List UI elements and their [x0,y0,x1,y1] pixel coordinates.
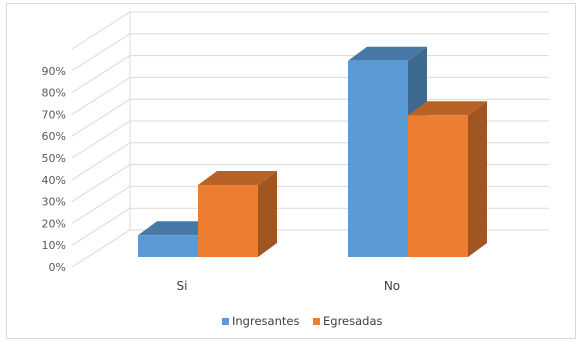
bar-egresadas-si [198,171,277,257]
bar-front [138,235,198,257]
y-tick-label: 70% [42,108,66,121]
x-category-label: No [384,279,400,293]
bar-top [348,46,427,61]
y-axis-ticks: 0% 10% 20% 30% 40% 50% 60% 70% 80% 90% [42,65,66,274]
bar-side [468,101,487,257]
bar-side [258,171,277,257]
gridline [71,33,549,72]
bar-top [198,171,277,186]
y-tick-label: 80% [42,87,66,100]
legend-item: Ingresantes [222,314,299,328]
y-tick-label: 90% [42,65,66,78]
bar-top [138,221,217,236]
y-tick-label: 10% [42,239,66,252]
legend-label: Egresadas [323,314,383,328]
legend-item: Egresadas [313,314,383,328]
bar-front [408,115,468,257]
legend-swatch [313,318,320,325]
bar-front [198,185,258,257]
x-category-label: Si [177,279,188,293]
bar-front [348,60,408,257]
bar-egresadas-no [408,101,487,257]
gridline [71,11,549,50]
y-tick-label: 30% [42,196,66,209]
legend-swatch [222,318,229,325]
y-tick-label: 50% [42,152,66,165]
gridline [71,55,549,94]
y-tick-label: 60% [42,130,66,143]
legend: Ingresantes Egresadas [222,314,383,328]
y-tick-label: 0% [49,261,66,274]
y-tick-label: 40% [42,174,66,187]
x-axis-categories: Si No [177,279,401,293]
y-tick-label: 20% [42,217,66,230]
bars [138,46,487,257]
bar-top [408,101,487,116]
legend-label: Ingresantes [232,314,299,328]
bar-ingresantes-no [348,46,427,257]
